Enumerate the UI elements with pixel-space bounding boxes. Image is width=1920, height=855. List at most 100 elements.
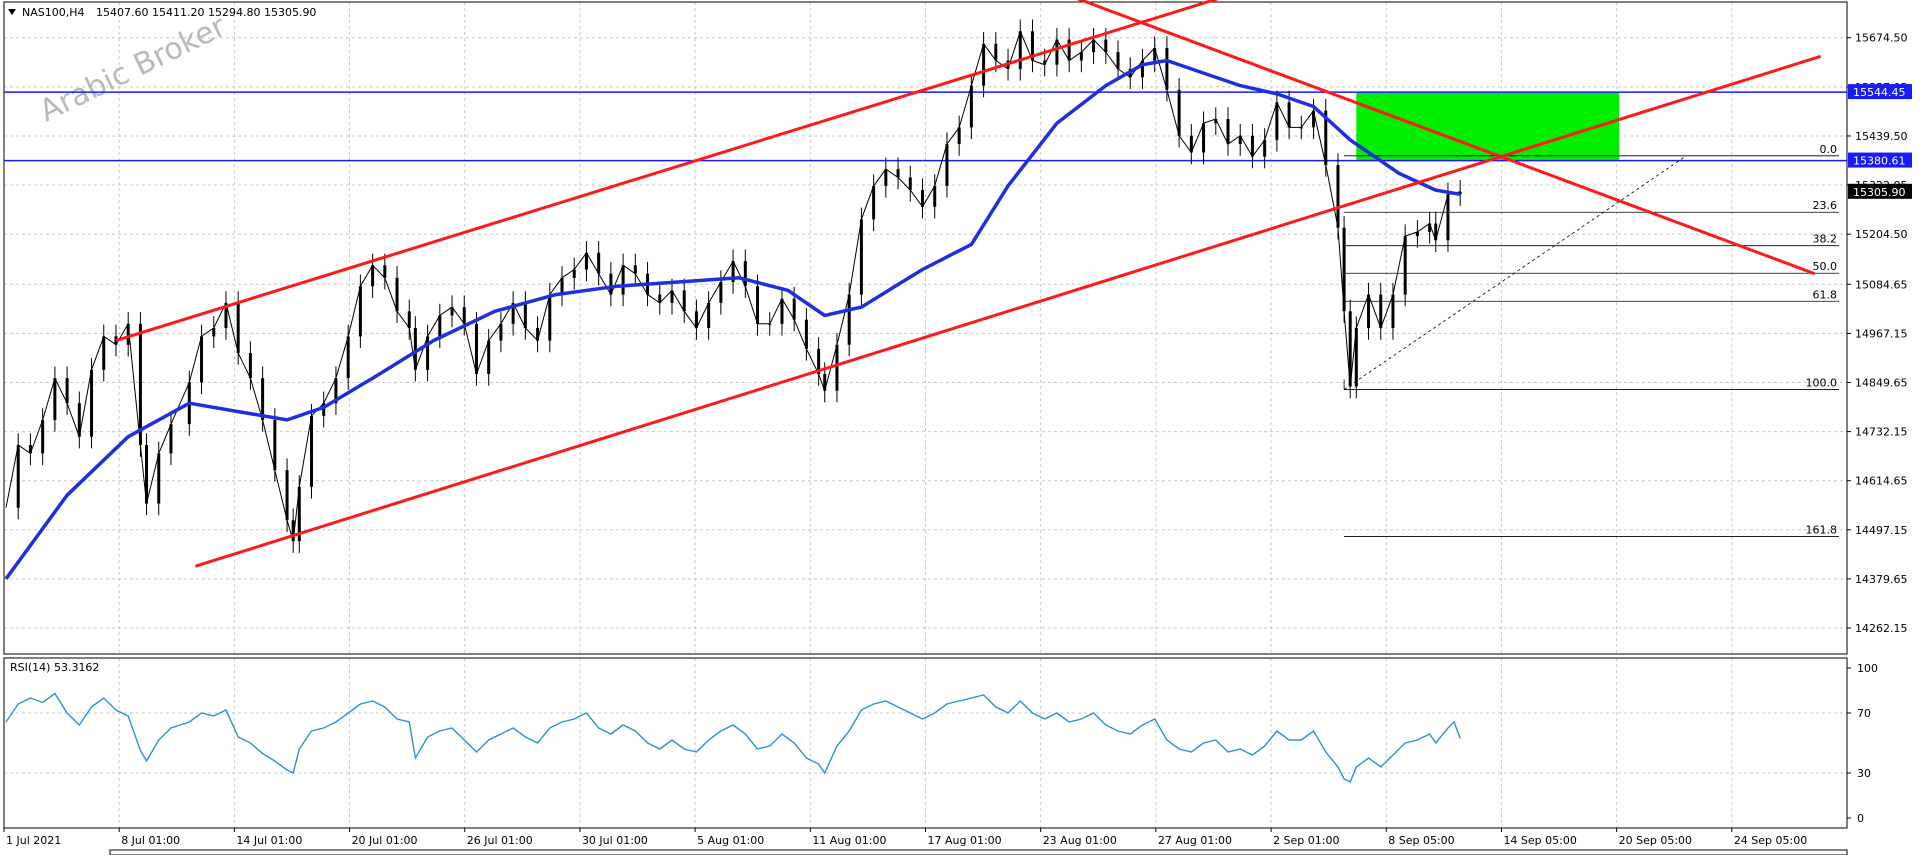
candle-body: [804, 319, 808, 349]
candle-body: [969, 85, 973, 128]
candle-body: [548, 294, 552, 341]
candle-body: [945, 144, 949, 186]
rsi-line: [5, 692, 1461, 783]
fib-level-label: 0.0: [1820, 143, 1838, 156]
price-label-box: [1848, 183, 1912, 199]
price-candles: [5, 19, 1462, 553]
trendlines[interactable]: [115, 0, 1822, 568]
fib-level-label: 23.6: [1813, 199, 1838, 212]
rsi-tick-label: 30: [1857, 767, 1871, 780]
candle-body: [780, 298, 784, 324]
trendline-2[interactable]: [194, 54, 1822, 568]
candle-body: [248, 353, 252, 379]
candle-body: [41, 419, 45, 454]
candle-body: [982, 43, 986, 86]
candle-body: [438, 315, 442, 337]
candle-body: [16, 445, 20, 508]
candle-body: [1367, 294, 1371, 328]
price-tick-label: 14732.15: [1855, 426, 1908, 439]
candle-body: [90, 369, 94, 437]
candle-body: [994, 43, 998, 61]
candle-body: [1043, 60, 1047, 65]
time-tick-label: 5 Aug 01:00: [697, 834, 764, 847]
candle-body: [1250, 135, 1254, 157]
horizontal-scrollbar[interactable]: [109, 849, 1848, 855]
candle-body: [872, 185, 876, 220]
candle-body: [792, 298, 796, 320]
candle-body: [859, 219, 863, 295]
candle-body: [1446, 194, 1450, 241]
candle-body: [138, 323, 142, 446]
candle-body: [1067, 39, 1071, 61]
fib-level-label: 61.8: [1813, 288, 1838, 301]
axes: 15674.5015557.0515439.5015322.0515204.50…: [3, 32, 1912, 855]
candle-body: [28, 445, 32, 454]
candle-body: [145, 445, 149, 504]
candle-body: [1403, 236, 1407, 295]
time-tick-label: 24 Sep 05:00: [1734, 834, 1807, 847]
candle-body: [847, 294, 851, 345]
time-tick-label: 20 Sep 05:00: [1619, 834, 1692, 847]
time-tick-label: 8 Jul 01:00: [121, 834, 180, 847]
candle-body: [487, 340, 491, 374]
rsi-label: RSI(14) 53.3162: [10, 661, 99, 674]
price-tick-label: 15084.65: [1855, 278, 1908, 291]
chevron-down-icon[interactable]: [8, 9, 16, 15]
price-tick-label: 14849.65: [1855, 376, 1908, 389]
time-tick-label: 20 Jul 01:00: [352, 834, 418, 847]
candle-body: [884, 169, 888, 186]
candle-body: [823, 373, 827, 391]
candle-body: [1354, 328, 1358, 387]
price-label: 15544.45: [1853, 86, 1906, 99]
candle-body: [1391, 294, 1395, 328]
candle-body: [1238, 135, 1242, 145]
candle-body: [597, 252, 601, 274]
candle-body: [1379, 294, 1383, 328]
candle-body: [1415, 231, 1419, 237]
candle-body: [908, 177, 912, 191]
price-tick-label: 15204.50: [1855, 228, 1908, 241]
candle-body: [426, 336, 430, 370]
candle-body: [499, 323, 503, 341]
candle-body: [933, 185, 937, 207]
fibonacci-retracement[interactable]: 0.0 23.6 38.2 50.0 61.8 100.0 161.8: [1343, 143, 1839, 537]
candle-body: [1116, 52, 1120, 69]
candle-body: [896, 169, 900, 178]
candle-body: [584, 252, 588, 270]
candle-body: [53, 378, 57, 420]
candle-body: [200, 336, 204, 383]
candle-body: [756, 286, 760, 324]
candle-body: [157, 453, 161, 504]
trendline-1[interactable]: [115, 0, 1234, 342]
candle-body: [1030, 31, 1034, 61]
moving-average-line: [4, 58, 1461, 580]
candle-body: [633, 265, 637, 274]
time-tick-label: 11 Aug 01:00: [812, 834, 886, 847]
candle-body: [77, 403, 81, 437]
candle-body: [236, 302, 240, 354]
time-tick-label: 14 Jul 01:00: [236, 834, 302, 847]
candle-body: [1324, 110, 1328, 165]
candle-body: [670, 290, 674, 303]
candle-body: [560, 277, 564, 295]
fib-level-label: 38.2: [1813, 233, 1838, 246]
candle-body: [273, 419, 277, 471]
candle-body: [719, 282, 723, 303]
candle-body: [1055, 39, 1059, 65]
candle-body: [1177, 89, 1181, 136]
price-tick-label: 14497.15: [1855, 524, 1908, 537]
candle-body: [1336, 165, 1340, 228]
candle-body: [536, 328, 540, 341]
candle-body: [511, 302, 515, 324]
candle-body: [621, 265, 625, 295]
trendline-3[interactable]: [1075, 0, 1816, 276]
candle-body: [1140, 60, 1144, 78]
candle-body: [707, 302, 711, 328]
candle-body: [383, 265, 387, 278]
candle-body: [462, 307, 466, 324]
horizontal-lines[interactable]: [4, 91, 1847, 162]
candle-body: [261, 378, 265, 420]
candle-body: [1434, 223, 1438, 241]
candle-body: [102, 336, 106, 370]
